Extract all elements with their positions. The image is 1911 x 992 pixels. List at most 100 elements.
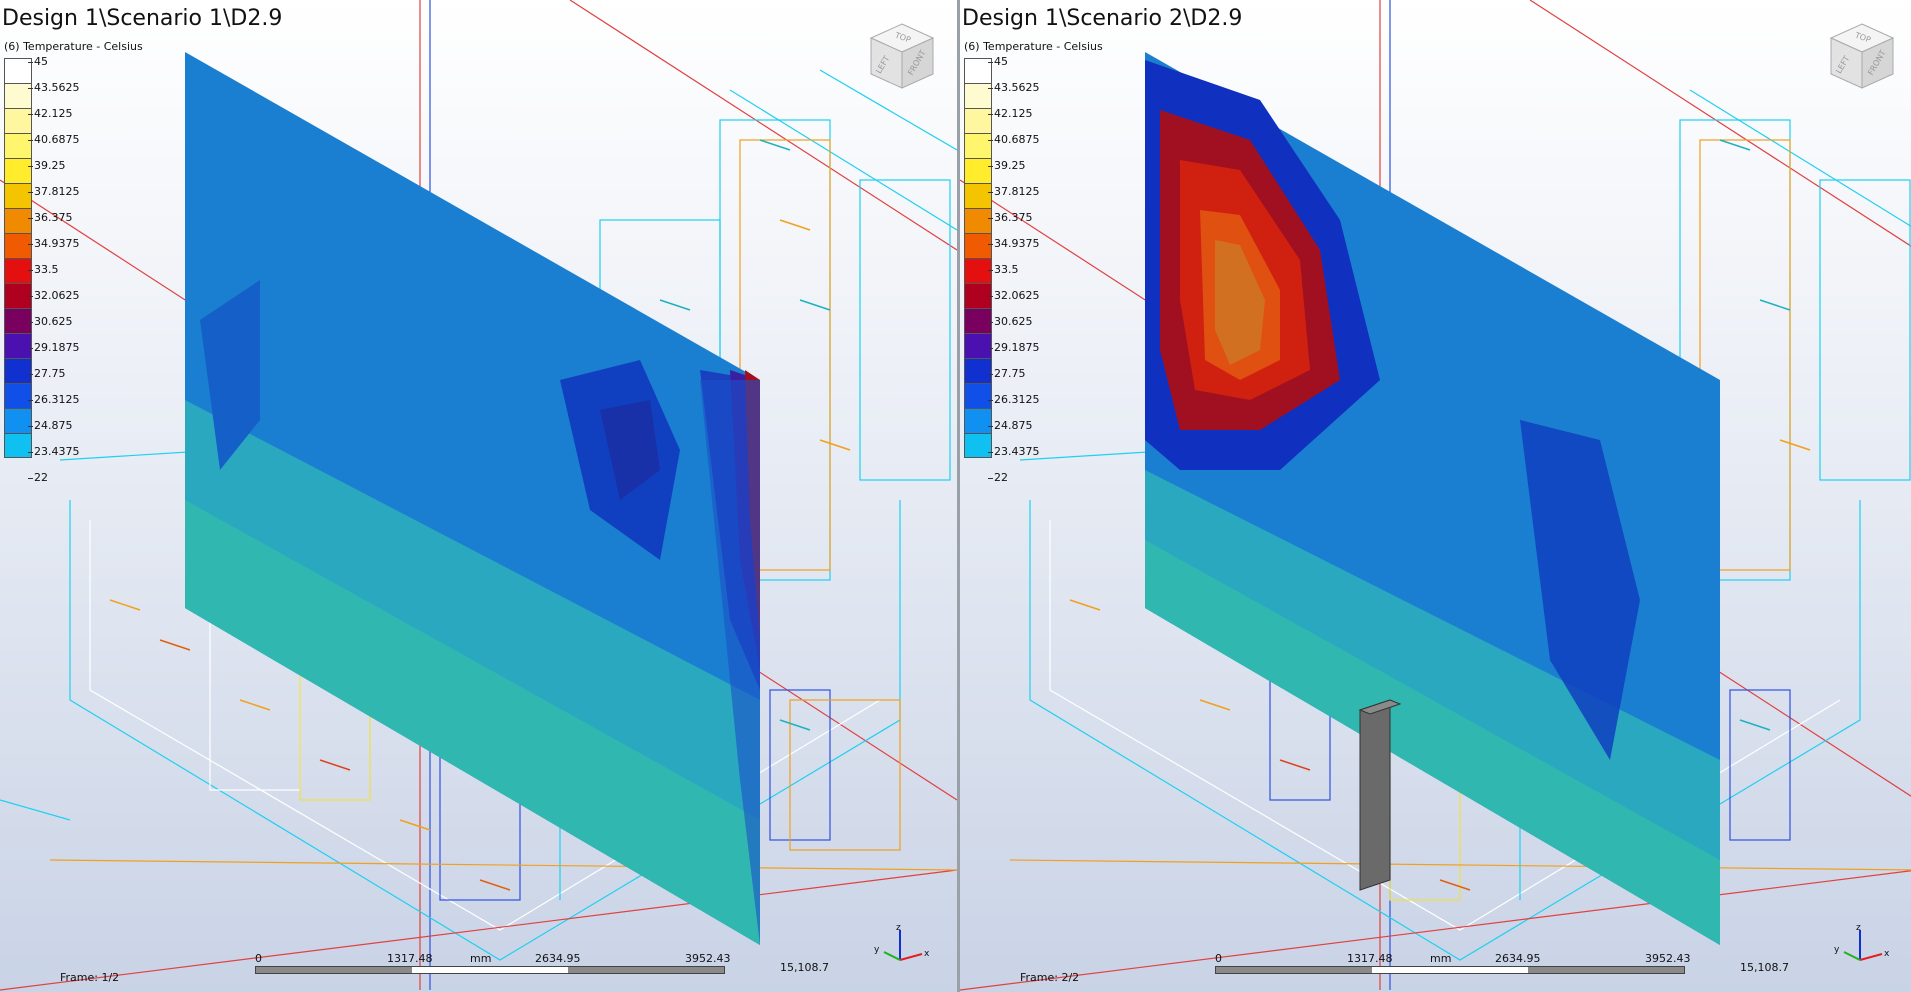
legend-tick: 32.0625 xyxy=(28,289,80,302)
legend-swatch xyxy=(964,358,992,383)
cfd-scene-1[interactable] xyxy=(0,0,957,992)
legend-swatch xyxy=(964,283,992,308)
axis-triad: z x y xyxy=(1834,923,1890,961)
viewport-title: Design 1\Scenario 1\D2.9 xyxy=(2,6,283,31)
scale-label: 0 xyxy=(1215,952,1222,965)
legend-tick: 39.25 xyxy=(988,159,1026,172)
legend-tick: 43.5625 xyxy=(988,81,1040,94)
legend-tick: 37.8125 xyxy=(988,185,1040,198)
legend-tick: 30.625 xyxy=(988,315,1033,328)
legend-swatch xyxy=(4,433,32,458)
legend-tick: 39.25 xyxy=(28,159,66,172)
legend-tick: 36.375 xyxy=(28,211,73,224)
viewport-scenario-1[interactable]: Design 1\Scenario 1\D2.9 (6) Temperature… xyxy=(0,0,957,992)
temperature-plane xyxy=(1145,52,1720,945)
viewport-title: Design 1\Scenario 2\D2.9 xyxy=(962,6,1243,31)
scale-label: 0 xyxy=(255,952,262,965)
view-cube-front-face[interactable] xyxy=(901,37,934,89)
legend-swatch xyxy=(4,233,32,258)
legend-tick: 45 xyxy=(988,55,1008,68)
scale-bar: 0 1317.48 mm 2634.95 3952.43 xyxy=(1215,952,1691,978)
legend-tick: 33.5 xyxy=(28,263,59,276)
scale-label: 2634.95 xyxy=(1495,952,1541,965)
coordinate-readout: 15,108.7 xyxy=(1740,961,1789,974)
legend-swatch xyxy=(964,208,992,233)
axis-z-label: z xyxy=(896,923,901,933)
legend-swatch xyxy=(4,383,32,408)
coordinate-readout: 15,108.7 xyxy=(780,961,829,974)
frame-indicator: Frame: 1/2 xyxy=(60,971,120,984)
legend-tick: 34.9375 xyxy=(988,237,1040,250)
flow-arrows xyxy=(109,139,851,891)
legend-swatch xyxy=(964,233,992,258)
legend-swatch xyxy=(964,333,992,358)
scale-label: 3952.43 xyxy=(685,952,731,965)
legend-tick: 45 xyxy=(28,55,48,68)
axis-x-label: x xyxy=(1884,949,1890,959)
legend-swatch xyxy=(964,258,992,283)
legend-tick: 42.125 xyxy=(988,107,1033,120)
legend-tick: 40.6875 xyxy=(988,133,1040,146)
legend-swatch xyxy=(964,183,992,208)
legend-tick: 42.125 xyxy=(28,107,73,120)
axis-triad: z x y xyxy=(874,923,930,961)
viewport-scenario-2[interactable]: Design 1\Scenario 2\D2.9 (6) Temperature… xyxy=(960,0,1911,992)
legend-swatch xyxy=(4,58,32,83)
scale-bar-graphic xyxy=(255,966,725,974)
scale-bar: 0 1317.48 mm 2634.95 3952.43 xyxy=(255,952,731,978)
temperature-legend xyxy=(4,58,34,458)
legend-tick: 27.75 xyxy=(988,367,1026,380)
scale-label: 1317.48 xyxy=(1347,952,1393,965)
legend-tick: 40.6875 xyxy=(28,133,80,146)
scale-unit: mm xyxy=(470,952,492,965)
legend-swatch xyxy=(964,308,992,333)
frame-indicator: Frame: 2/2 xyxy=(1020,971,1080,984)
legend-tick: 43.5625 xyxy=(28,81,80,94)
scale-label: 2634.95 xyxy=(535,952,581,965)
axis-y-label: y xyxy=(1834,945,1840,955)
legend-swatch xyxy=(964,83,992,108)
legend-tick: 29.1875 xyxy=(988,341,1040,354)
axis-z-label: z xyxy=(1856,923,1861,933)
view-cube-front-face[interactable] xyxy=(1861,37,1894,89)
legend-swatch xyxy=(964,133,992,158)
view-cube[interactable]: TOP LEFT FRONT xyxy=(867,20,937,92)
axis-x-label: x xyxy=(924,949,930,959)
legend-swatch xyxy=(4,283,32,308)
legend-tick: 24.875 xyxy=(988,419,1033,432)
legend-tick: 29.1875 xyxy=(28,341,80,354)
legend-swatch xyxy=(964,408,992,433)
view-cube[interactable]: TOP LEFT FRONT xyxy=(1827,20,1897,92)
legend-tick: 33.5 xyxy=(988,263,1019,276)
cfd-scene-2[interactable] xyxy=(960,0,1911,992)
flow-arrows xyxy=(1069,139,1811,891)
legend-swatch xyxy=(964,108,992,133)
legend-tick: 26.3125 xyxy=(988,393,1040,406)
legend-tick: 34.9375 xyxy=(28,237,80,250)
viewport-divider[interactable] xyxy=(957,0,960,992)
legend-swatch xyxy=(964,158,992,183)
axis-y-label: y xyxy=(874,945,880,955)
legend-tick: 37.8125 xyxy=(28,185,80,198)
legend-swatch xyxy=(4,358,32,383)
temperature-legend xyxy=(964,58,994,458)
legend-tick: 22 xyxy=(988,471,1008,484)
legend-tick: 24.875 xyxy=(28,419,73,432)
legend-tick: 23.4375 xyxy=(988,445,1040,458)
legend-swatch xyxy=(4,183,32,208)
legend-tick: 32.0625 xyxy=(988,289,1040,302)
legend-swatch xyxy=(4,333,32,358)
scale-unit: mm xyxy=(1430,952,1452,965)
legend-swatch xyxy=(4,83,32,108)
scale-label: 3952.43 xyxy=(1645,952,1691,965)
legend-tick: 36.375 xyxy=(988,211,1033,224)
rack-object[interactable] xyxy=(1358,699,1402,891)
legend-swatch xyxy=(964,58,992,83)
scale-label: 1317.48 xyxy=(387,952,433,965)
legend-subtitle: (6) Temperature - Celsius xyxy=(964,40,1103,53)
legend-swatch xyxy=(4,208,32,233)
legend-swatch xyxy=(964,383,992,408)
legend-tick: 26.3125 xyxy=(28,393,80,406)
legend-tick: 23.4375 xyxy=(28,445,80,458)
legend-swatch xyxy=(964,433,992,458)
